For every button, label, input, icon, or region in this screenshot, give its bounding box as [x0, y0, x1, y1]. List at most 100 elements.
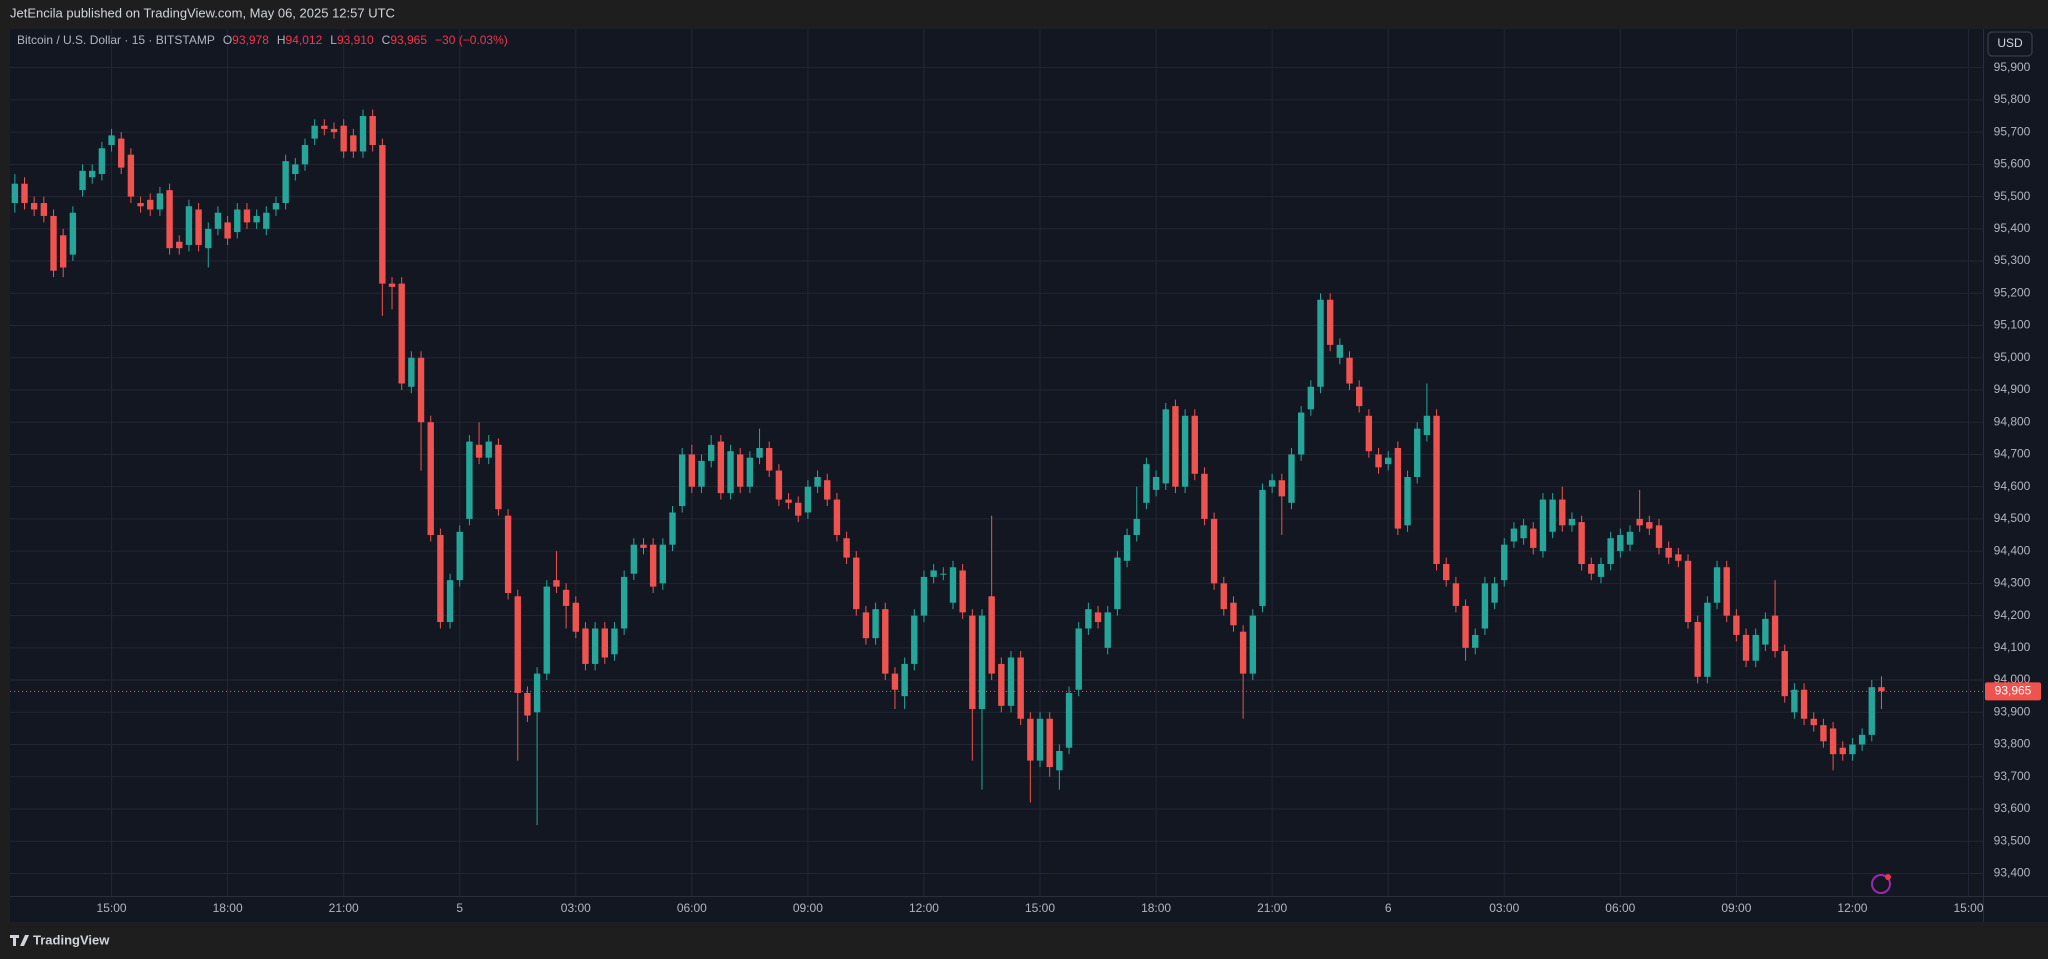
candle-body — [911, 615, 918, 664]
candle-body — [350, 135, 357, 152]
candle-body — [224, 222, 231, 239]
candle-body — [137, 203, 144, 207]
candle-body — [79, 170, 86, 191]
candle-body — [775, 470, 783, 500]
candle-body — [1781, 651, 1788, 697]
candle-body — [1491, 583, 1498, 603]
currency-button[interactable] — [1987, 31, 2033, 57]
y-tick-label: 94,700 — [1994, 447, 2031, 461]
candle-body — [185, 206, 193, 245]
y-tick-label: 95,900 — [1994, 60, 2031, 74]
candle-body — [882, 609, 889, 674]
candle-body — [1326, 299, 1334, 345]
candle-body — [524, 692, 531, 716]
y-tick-label: 94,300 — [1994, 576, 2031, 590]
candle-body — [30, 203, 38, 210]
candle-body — [688, 454, 696, 487]
legend-value: 94,012 — [286, 33, 323, 47]
candle-body — [1684, 560, 1692, 623]
legend-key: H — [277, 33, 286, 47]
candle-body — [1288, 454, 1295, 503]
candle-body — [1665, 547, 1672, 558]
candle-body — [1123, 535, 1131, 561]
overlay: 93,400 93,500 93,600 93,700 93,800 93,900 94,0… — [10, 33, 2041, 915]
candle-body — [1839, 747, 1846, 755]
y-tick-label: 94,400 — [1994, 543, 2031, 557]
candle-body — [292, 164, 299, 175]
candle-body — [853, 557, 860, 610]
candle-body — [1462, 605, 1469, 648]
x-tick-label: 09:00 — [793, 901, 823, 915]
x-tick-label: 21:00 — [1257, 901, 1287, 915]
x-tick-label: 21:00 — [329, 901, 359, 915]
candle-body — [1007, 657, 1015, 706]
candle-body — [1414, 428, 1421, 478]
candle-body — [1539, 499, 1547, 552]
candle-body — [1375, 454, 1382, 468]
candle-body — [562, 589, 570, 606]
legend: Bitcoin / U.S. Dollar · 15 · BITSTAMP O93… — [17, 33, 508, 47]
symbol-title: Bitcoin / U.S. Dollar · 15 · BITSTAMP — [17, 33, 215, 47]
y-tick-label: 94,600 — [1994, 479, 2031, 493]
candle-body — [40, 203, 48, 216]
candle-body — [1520, 525, 1527, 539]
candle-body — [166, 190, 173, 249]
candle-body — [1423, 415, 1431, 436]
candle-body — [969, 615, 976, 710]
y-tick-label: 94,100 — [1994, 640, 2031, 654]
candle-body — [824, 480, 831, 500]
candle-body — [514, 596, 521, 693]
y-tick-label: 94,500 — [1994, 511, 2031, 525]
candle-body — [930, 570, 937, 577]
candle-body — [456, 531, 463, 581]
candle-body — [1452, 583, 1460, 606]
y-tick-label: 95,200 — [1994, 285, 2031, 299]
y-tick-label: 95,300 — [1994, 253, 2031, 267]
candle-body — [89, 170, 96, 178]
candle-body — [1878, 687, 1885, 692]
candle-body — [1114, 557, 1121, 610]
y-tick-label: 93,900 — [1994, 704, 2031, 718]
candle-body — [678, 454, 686, 507]
grid — [10, 29, 1983, 896]
candle-body — [311, 125, 318, 139]
candle-body — [1617, 535, 1624, 552]
candle-body — [978, 615, 986, 710]
candle-body — [195, 209, 202, 245]
candle-body — [1181, 415, 1189, 487]
legend-key: C — [382, 33, 391, 47]
candle-body — [1297, 412, 1305, 455]
candle-body — [649, 544, 657, 587]
candle-body — [1268, 480, 1276, 487]
currency-label[interactable]: USD — [1997, 36, 2023, 50]
candle-body — [1249, 615, 1256, 674]
candle-body — [1239, 631, 1247, 674]
assistant-icon[interactable] — [1871, 874, 1891, 894]
candle-body — [1530, 528, 1537, 548]
candle-body — [1800, 689, 1808, 719]
candle-body — [1829, 728, 1837, 755]
candle-body — [1443, 564, 1450, 581]
x-tick-label: 12:00 — [909, 901, 939, 915]
candle-body — [988, 596, 995, 674]
candle-body — [214, 212, 222, 229]
x-tick-label: 6 — [1385, 901, 1392, 915]
candle-body — [1162, 409, 1169, 484]
x-tick-label: 15:00 — [1953, 901, 1983, 915]
candle-body — [98, 148, 106, 175]
y-tick-label: 93,500 — [1994, 833, 2031, 847]
candle-body — [1278, 480, 1286, 497]
candle-body — [427, 422, 434, 536]
candle-body — [388, 283, 396, 287]
candle-body — [872, 609, 879, 639]
candle-body — [1355, 386, 1363, 407]
candle-body — [21, 183, 28, 204]
brand-logo — [10, 935, 29, 946]
candle-body — [1307, 386, 1315, 410]
candle-body — [1858, 734, 1866, 745]
candle-body — [50, 215, 57, 271]
candle-body — [572, 602, 579, 632]
candle-body — [1636, 518, 1643, 526]
candle-body — [1733, 615, 1740, 635]
